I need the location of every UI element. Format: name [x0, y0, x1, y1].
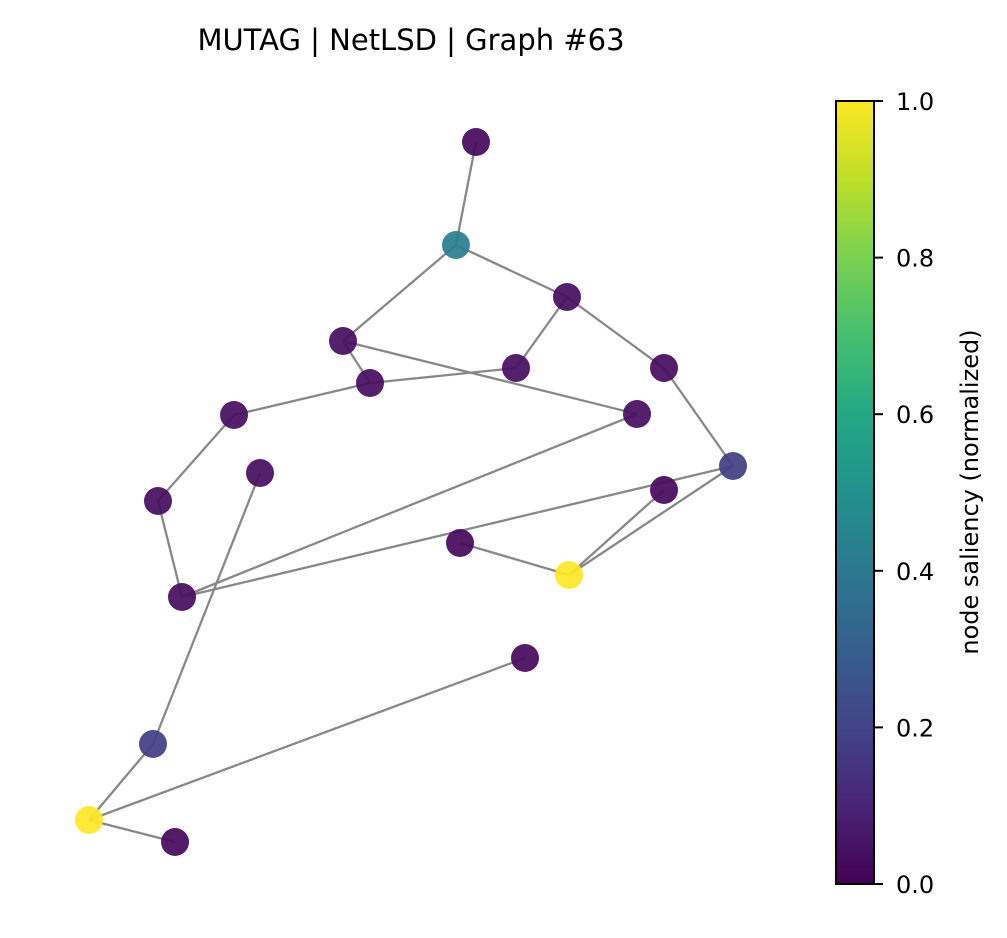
colorbar-tick-label: 0.4 [896, 558, 934, 586]
graph-node [144, 487, 172, 515]
graph-edges [89, 142, 733, 842]
graph-edge [567, 297, 664, 368]
chart-title: MUTAG | NetLSD | Graph #63 [197, 23, 624, 57]
colorbar-tick-label: 0.2 [896, 714, 934, 742]
graph-edge [343, 245, 456, 341]
graph-node [623, 400, 651, 428]
colorbar-tick-label: 0.0 [896, 871, 934, 899]
graph-node [462, 128, 490, 156]
graph-node [168, 583, 196, 611]
colorbar-ticks: 0.0 0.2 0.4 0.6 0.8 1.0 [874, 88, 934, 899]
graph-edge [158, 415, 234, 501]
graph-node [555, 561, 583, 589]
colorbar-tick-label: 1.0 [896, 88, 934, 116]
graph-edge [153, 473, 260, 744]
graph-edge [456, 245, 567, 297]
graph-edge [664, 368, 733, 466]
graph-node [719, 452, 747, 480]
colorbar-gradient [836, 101, 874, 884]
graph-edge [569, 466, 733, 575]
graph-node [442, 231, 470, 259]
graph-node [553, 283, 581, 311]
graph-node [356, 369, 384, 397]
colorbar: 0.0 0.2 0.4 0.6 0.8 1.0 node saliency (normal… [836, 88, 984, 899]
graph-edge [234, 383, 370, 415]
graph-node [161, 828, 189, 856]
graph-edge [343, 341, 637, 414]
graph-node [502, 354, 530, 382]
graph-node [511, 644, 539, 672]
graph-nodes [75, 128, 747, 856]
graph-edge [158, 501, 182, 597]
colorbar-tick-label: 0.6 [896, 401, 934, 429]
graph-node [650, 354, 678, 382]
graph-node [329, 327, 357, 355]
graph-edge [370, 368, 516, 383]
graph-node [446, 529, 474, 557]
colorbar-label: node saliency (normalized) [956, 329, 984, 654]
graph-edge [460, 543, 569, 575]
graph-node [139, 730, 167, 758]
colorbar-tick-label: 0.8 [896, 245, 934, 273]
graph-node [75, 806, 103, 834]
graph-node [650, 476, 678, 504]
graph-node [220, 401, 248, 429]
graph-edge [456, 142, 476, 245]
graph-node [246, 459, 274, 487]
